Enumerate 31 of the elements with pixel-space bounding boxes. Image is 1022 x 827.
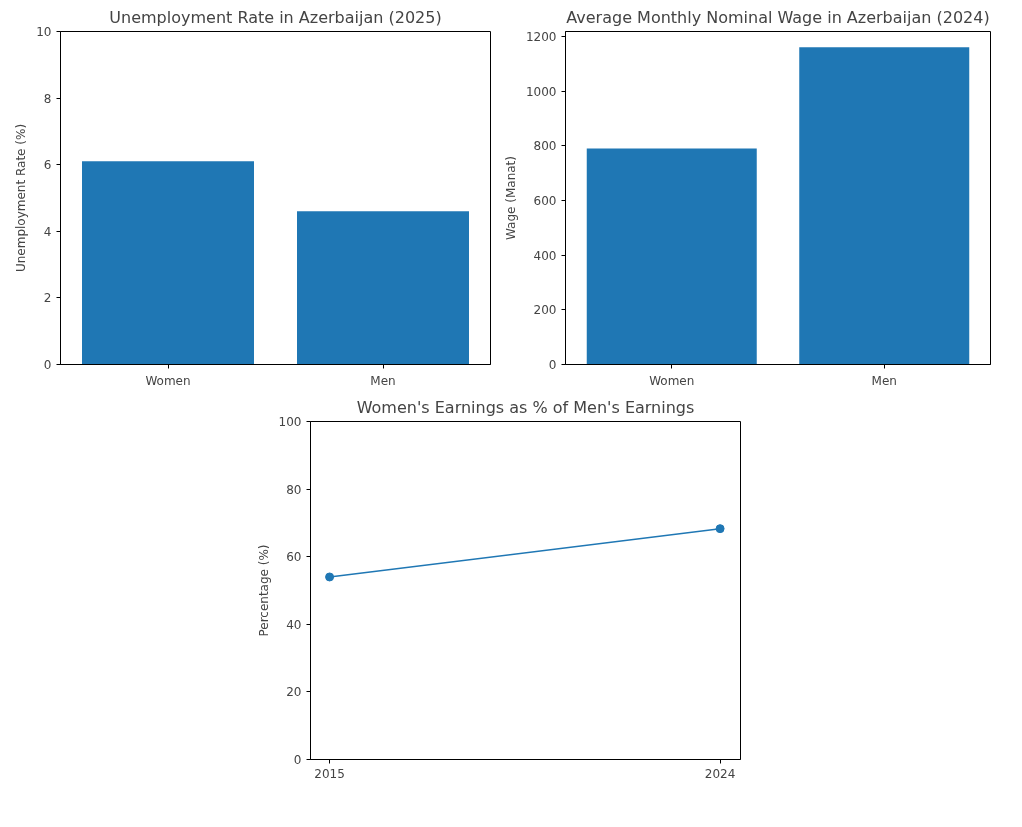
y-tick-label: 400 — [533, 248, 557, 263]
y-tick-label: 20 — [286, 685, 302, 700]
y-tick-label: 2 — [43, 291, 52, 306]
chart-title: Women's Earnings as % of Men's Earnings — [356, 397, 695, 417]
y-axis-title: Wage (Manat) — [503, 156, 518, 240]
chart-title: Unemployment Rate in Azerbaijan (2025) — [109, 7, 442, 27]
y-tick-label: 80 — [286, 482, 302, 497]
x-tick-label: 2015 — [314, 766, 345, 781]
chart-title: Average Monthly Nominal Wage in Azerbaijan (2024) — [566, 7, 990, 27]
y-tick-label: 0 — [548, 358, 557, 372]
y-tick-label: 100 — [278, 415, 302, 429]
y-tick-label: 8 — [43, 91, 52, 106]
y-tick-label: 0 — [293, 753, 302, 767]
y-tick-label: 1000 — [525, 84, 557, 99]
x-tick-label: 2024 — [704, 766, 736, 781]
y-axis-title: Unemployment Rate (%) — [14, 123, 29, 273]
y-tick-label: 800 — [533, 139, 557, 154]
x-tick-label: Women — [145, 373, 191, 388]
y-axis-title: Percentage (%) — [256, 544, 271, 637]
y-tick-label: 6 — [43, 158, 52, 173]
x-tick-label: Men — [871, 373, 897, 388]
x-tick-label: Women — [649, 373, 695, 388]
y-tick-label: 4 — [43, 224, 52, 239]
y-tick-label: 0 — [43, 358, 52, 372]
y-tick-label: 1200 — [525, 29, 557, 44]
y-tick-label: 600 — [533, 193, 557, 208]
y-tick-label: 200 — [533, 303, 557, 318]
y-tick-label: 60 — [286, 550, 302, 565]
y-tick-label: 40 — [286, 617, 302, 632]
x-tick-label: Men — [370, 373, 396, 388]
y-tick-label: 10 — [36, 25, 52, 39]
